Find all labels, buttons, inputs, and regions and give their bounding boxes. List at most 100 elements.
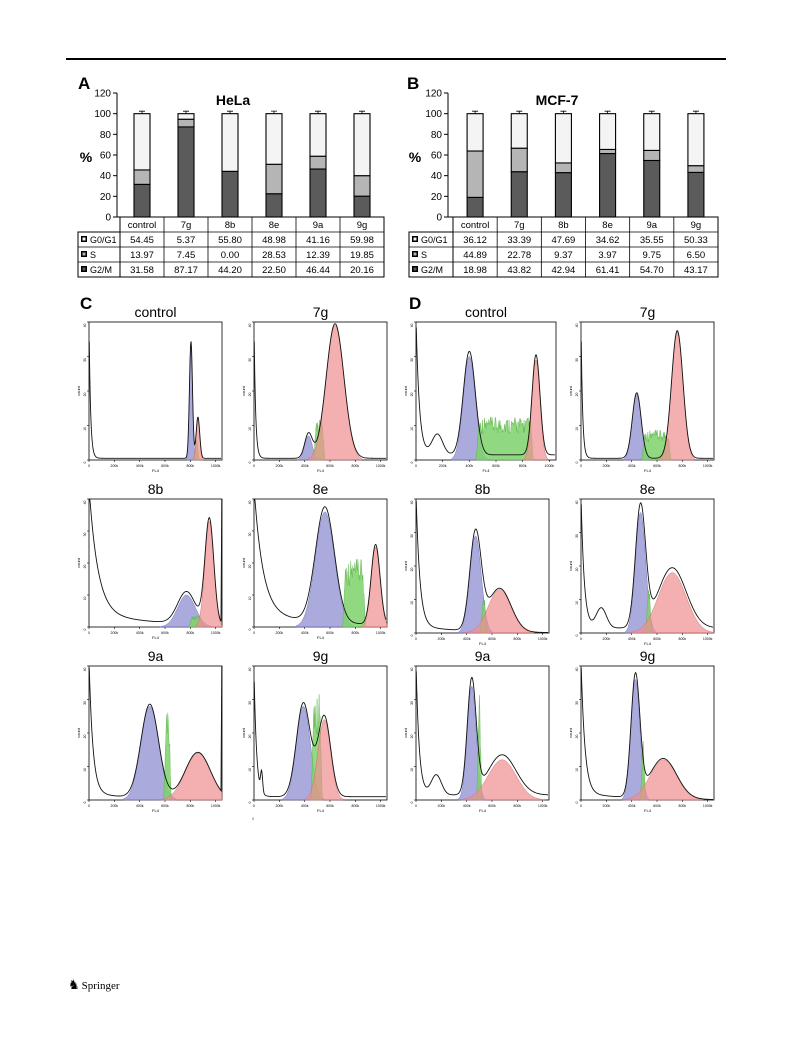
hela-series-label: G0/G1 xyxy=(90,235,117,245)
mcf7-ytick-label: 100 xyxy=(425,109,442,120)
mcf7-bar-S-8b xyxy=(554,162,572,174)
mcf7-flow-ytick-label: 10 xyxy=(410,427,414,431)
mcf7-bar-S-9g xyxy=(687,165,705,173)
hela-flow-ylabel: count xyxy=(241,727,246,738)
panel-letter-a: A xyxy=(78,74,91,93)
hela-flow-ytick-label: 20 xyxy=(248,564,252,568)
mcf7-cell: 43.82 xyxy=(507,265,531,276)
hela-flow-xtick-label: 0 xyxy=(253,804,255,808)
mcf7-cell: 36.12 xyxy=(463,235,487,246)
mcf7-flow-xtick-label: 800k xyxy=(679,637,687,641)
mcf7-flow-title-7g: 7g xyxy=(640,304,656,320)
mcf7-flow-xtick-label: 800k xyxy=(519,464,527,468)
hela-flow-xtick-label: 400k xyxy=(136,464,144,468)
mcf7-flow-xtick-label: 400k xyxy=(628,464,636,468)
hela-errorbar xyxy=(271,110,277,114)
hela-cell: 41.16 xyxy=(306,235,330,246)
hela-flow-xlabel: FL4 xyxy=(152,635,160,640)
hela-flow-ylabel: count xyxy=(76,727,81,738)
mcf7-ytick-label: 0 xyxy=(436,213,442,224)
hela-flow-s-area-8e xyxy=(342,558,366,628)
hela-ytick-label: 80 xyxy=(100,130,112,141)
hela-flow-xtick-label: 0 xyxy=(88,631,90,635)
mcf7-bar-G0G1-control xyxy=(466,113,484,152)
mcf7-bar-G2M-control xyxy=(466,196,484,218)
mcf7-flow-ytick-label: 20 xyxy=(410,734,414,738)
mcf7-legend-swatch xyxy=(413,237,417,241)
hela-category-label: 9a xyxy=(313,220,324,231)
hela-series-label: S xyxy=(90,250,96,260)
hela-errorbar xyxy=(315,110,321,114)
hela-flow-xtick-label: 0 xyxy=(88,804,90,808)
hela-flow-title-8e: 8e xyxy=(313,481,329,497)
hela-category-label: 8b xyxy=(225,220,236,231)
mcf7-flow-ytick-label: 40 xyxy=(410,500,414,504)
mcf7-bar-G0G1-9a xyxy=(643,113,661,151)
hela-bar-S-7g xyxy=(177,118,195,128)
panel-letter-d: D xyxy=(409,294,422,313)
hela-bar-G2M-control xyxy=(133,183,151,218)
mcf7-flow-ytick-label: 40 xyxy=(575,667,579,671)
hela-cell: 44.20 xyxy=(218,265,242,276)
hela-cell: 28.53 xyxy=(262,250,286,261)
mcf7-flow-ytick-label: 0 xyxy=(575,461,579,463)
mcf7-flow-histogram-line-9a xyxy=(415,671,549,796)
mcf7-flow-ytick-label: 10 xyxy=(575,427,579,431)
mcf7-flow-s-area-9a xyxy=(476,695,483,801)
mcf7-cell: 22.78 xyxy=(507,250,531,261)
hela-cell: 20.16 xyxy=(350,265,374,276)
hela-category-label: 8e xyxy=(269,220,280,231)
mcf7-flow-xtick-label: 200k xyxy=(438,804,446,808)
hela-bar-G2M-9a xyxy=(309,168,327,218)
hela-flow-xlabel: FL4 xyxy=(152,468,160,473)
mcf7-flow-g2m-area-8b xyxy=(465,589,535,634)
hela-flow-histogram-line-9a xyxy=(88,665,223,797)
hela-flow-ytick-label: 0 xyxy=(248,461,252,463)
mcf7-flow-histogram-line-8e xyxy=(580,502,714,629)
mcf7-flow-xtick-label: 800k xyxy=(514,637,522,641)
hela-flow-xtick-label: 200k xyxy=(276,464,284,468)
mcf7-bar-G2M-7g xyxy=(510,171,528,218)
mcf7-flow-ytick-label: 10 xyxy=(410,601,414,605)
hela-cell: 13.97 xyxy=(130,250,154,261)
mcf7-errorbar xyxy=(516,110,523,114)
mcf7-flow-ytick-label: 20 xyxy=(575,567,579,571)
hela-flow-xlabel: FL4 xyxy=(317,808,325,813)
mcf7-bar-G2M-8b xyxy=(554,172,572,218)
mcf7-flow-xtick-label: 400k xyxy=(466,464,474,468)
mcf7-ytick-label: 60 xyxy=(431,151,443,162)
mcf7-flow-ytick-label: 30 xyxy=(575,358,579,362)
mcf7-flow-xtick-label: 1000k xyxy=(545,464,555,468)
hela-flow-title-9a: 9a xyxy=(148,648,164,664)
hela-flow-xtick-label: 200k xyxy=(111,804,119,808)
mcf7-ylabel: % xyxy=(409,149,422,165)
mcf7-cell: 3.97 xyxy=(598,250,617,261)
mcf7-cell: 54.70 xyxy=(640,265,664,276)
hela-flow-ylabel: count xyxy=(241,557,246,568)
mcf7-errorbar xyxy=(692,110,699,114)
hela-bar-G0G1-control xyxy=(133,113,151,171)
mcf7-flow-xtick-label: 400k xyxy=(463,804,471,808)
hela-bar-G2M-7g xyxy=(177,126,195,218)
hela-flow-ytick-label: 30 xyxy=(83,701,87,705)
mcf7-errorbar xyxy=(472,110,479,114)
hela-flow-ytick-label: 0 xyxy=(83,461,87,463)
hela-flow-ytick-label: 40 xyxy=(83,323,87,327)
mcf7-cell: 34.62 xyxy=(596,235,620,246)
hela-cell: 7.45 xyxy=(177,250,196,261)
hela-cell: 12.39 xyxy=(306,250,330,261)
hela-flow-ytick-label: 0 xyxy=(248,628,252,630)
hela-errorbar xyxy=(359,110,365,114)
hela-bar-G0G1-8b xyxy=(221,113,239,172)
mcf7-flow-ytick-label: 20 xyxy=(575,392,579,396)
mcf7-cell: 9.37 xyxy=(554,250,573,261)
hela-cell: 46.44 xyxy=(306,265,330,276)
hela-flow-ytick-label: 10 xyxy=(248,768,252,772)
hela-flow-xtick-label: 800k xyxy=(187,631,195,635)
mcf7-series-label: G2/M xyxy=(421,265,443,275)
hela-series-label: G2/M xyxy=(90,265,112,275)
hela-flow-ytick-label: 30 xyxy=(248,358,252,362)
mcf7-errorbar xyxy=(560,110,567,114)
hela-flow-xlabel: FL4 xyxy=(317,635,325,640)
hela-flow-ytick-label: 10 xyxy=(83,768,87,772)
